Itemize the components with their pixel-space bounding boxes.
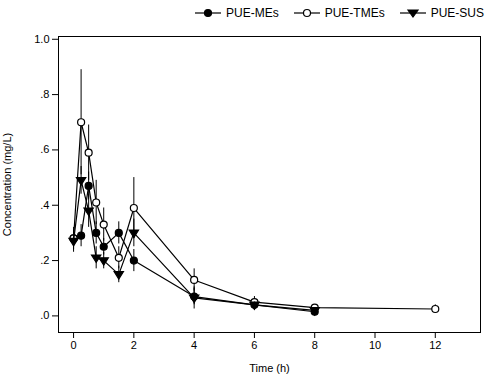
svg-text:Time (h): Time (h) (249, 362, 290, 374)
svg-text:.4: .4 (40, 199, 49, 211)
svg-text:4: 4 (191, 339, 197, 351)
html-text:PUE-SUS: PUE-SUS (430, 6, 484, 20)
html-text:PUE-TMEs: PUE-TMEs (324, 6, 385, 20)
svg-text:6: 6 (251, 339, 257, 351)
svg-text:Concentration (mg/L): Concentration (mg/L) (1, 133, 13, 236)
svg-text:8: 8 (312, 339, 318, 351)
svg-text:.0: .0 (40, 309, 49, 321)
svg-text:2: 2 (131, 339, 137, 351)
html-text:PUE-MEs: PUE-MEs (226, 6, 279, 20)
svg-text:10: 10 (369, 339, 381, 351)
svg-text:0: 0 (71, 339, 77, 351)
svg-text:.2: .2 (40, 254, 49, 266)
svg-text:1.0: 1.0 (34, 33, 49, 45)
svg-text:12: 12 (429, 339, 441, 351)
svg-text:.6: .6 (40, 143, 49, 155)
svg-text:.8: .8 (40, 88, 49, 100)
